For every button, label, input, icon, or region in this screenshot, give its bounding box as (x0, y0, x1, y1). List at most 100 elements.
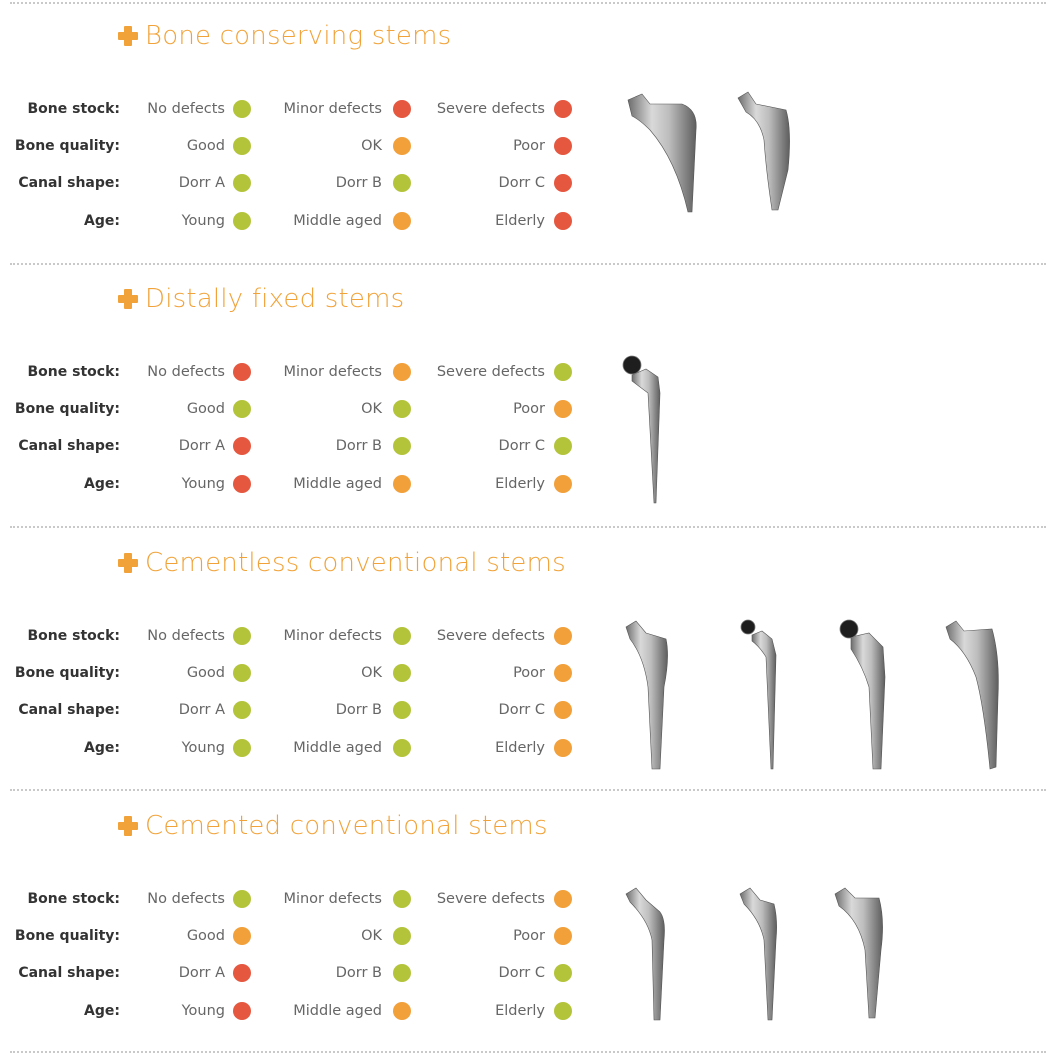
slim-stem-with-head-image (740, 619, 777, 770)
option-label: OK (361, 665, 382, 681)
criteria-label: Bone stock: (27, 628, 120, 644)
option-label: Middle aged (293, 476, 382, 492)
stem-section: Cementless conventional stems Bone stock:… (0, 527, 1048, 789)
option-label: Young (181, 1003, 225, 1019)
rating-dot (393, 437, 411, 455)
option-label: Elderly (495, 1003, 545, 1019)
criteria-label: Age: (84, 1003, 120, 1019)
rating-dot (233, 475, 251, 493)
option-label: Dorr C (498, 438, 545, 454)
option-label: No defects (147, 101, 225, 117)
section-title-text: Distally fixed stems (145, 284, 405, 314)
criteria-row: Canal shape: Dorr A Dorr B Dorr C (0, 961, 600, 985)
option-label: Severe defects (436, 891, 545, 907)
option-label: Dorr C (498, 702, 545, 718)
criteria-label: Age: (84, 740, 120, 756)
section-title: Cementless conventional stems (118, 545, 566, 581)
criteria-row: Bone stock: No defects Minor defects Severe… (0, 97, 600, 121)
stem-images (600, 617, 1040, 777)
option-label: Good (186, 665, 225, 681)
criteria-label: Bone quality: (14, 138, 120, 154)
section-title-text: Cementless conventional stems (145, 548, 566, 578)
option-label: Dorr B (335, 175, 382, 191)
polished-tapered-stem-image (739, 887, 777, 1021)
option-label: Poor (513, 138, 545, 154)
rating-dot (233, 927, 251, 945)
rating-dot (233, 890, 251, 908)
rating-dot (554, 212, 572, 230)
option-label: No defects (147, 891, 225, 907)
option-label: Dorr B (335, 965, 382, 981)
rating-dot (393, 627, 411, 645)
criteria-row: Bone stock: No defects Minor defects Severe… (0, 624, 600, 648)
option-label: Poor (513, 665, 545, 681)
rating-dot (233, 100, 251, 118)
criteria-label: Canal shape: (18, 702, 120, 718)
option-label: Middle aged (293, 1003, 382, 1019)
option-label: Middle aged (293, 213, 382, 229)
criteria-label: Bone quality: (14, 665, 120, 681)
option-label: Dorr A (178, 438, 225, 454)
criteria-row: Age: Young Middle aged Elderly (0, 999, 600, 1023)
option-label: Poor (513, 928, 545, 944)
option-label: Elderly (495, 213, 545, 229)
rating-dot (393, 212, 411, 230)
rating-dot (554, 627, 572, 645)
divider (10, 526, 1046, 528)
criteria-label: Canal shape: (18, 438, 120, 454)
rating-dot (393, 739, 411, 757)
option-label: Good (186, 138, 225, 154)
section-title: Distally fixed stems (118, 281, 404, 317)
option-label: Elderly (495, 476, 545, 492)
rating-dot (554, 664, 572, 682)
criteria-row: Canal shape: Dorr A Dorr B Dorr C (0, 698, 600, 722)
divider (10, 1051, 1046, 1053)
polished-wide-stem-image (834, 887, 883, 1019)
option-label: Severe defects (436, 101, 545, 117)
rating-dot (554, 100, 572, 118)
criteria-label: Bone quality: (14, 928, 120, 944)
rating-dot (393, 664, 411, 682)
rating-dot (393, 964, 411, 982)
criteria-row: Bone quality: Good OK Poor (0, 397, 600, 421)
rating-dot (393, 475, 411, 493)
option-label: Middle aged (293, 740, 382, 756)
option-label: Dorr A (178, 175, 225, 191)
option-label: Young (181, 740, 225, 756)
stem-images (600, 880, 1040, 1040)
criteria-label: Age: (84, 476, 120, 492)
long-distal-stem-image (622, 355, 661, 504)
polished-collarless-stem-image (625, 887, 665, 1021)
criteria-label: Bone stock: (27, 101, 120, 117)
plus-icon (118, 553, 138, 573)
rating-dot (393, 100, 411, 118)
rating-dot (233, 174, 251, 192)
option-label: Minor defects (283, 891, 382, 907)
criteria-label: Canal shape: (18, 175, 120, 191)
option-label: Minor defects (283, 628, 382, 644)
rating-dot (554, 890, 572, 908)
option-label: Good (186, 401, 225, 417)
option-label: Severe defects (436, 628, 545, 644)
rating-dot (554, 400, 572, 418)
section-title-text: Bone conserving stems (145, 21, 452, 51)
rating-dot (393, 137, 411, 155)
rating-dot (393, 701, 411, 719)
rating-dot (554, 437, 572, 455)
option-label: No defects (147, 628, 225, 644)
stem-images (600, 353, 1040, 513)
rating-dot (393, 1002, 411, 1020)
criteria-row: Age: Young Middle aged Elderly (0, 472, 600, 496)
criteria-label: Bone stock: (27, 891, 120, 907)
section-title: Bone conserving stems (118, 18, 451, 54)
rating-dot (554, 1002, 572, 1020)
stem-section: Distally fixed stems Bone stock: No defect… (0, 263, 1048, 525)
rating-dot (233, 701, 251, 719)
rating-dot (393, 363, 411, 381)
stem-images (600, 90, 1040, 250)
criteria-row: Bone quality: Good OK Poor (0, 924, 600, 948)
plus-icon (118, 289, 138, 309)
rating-dot (554, 927, 572, 945)
rating-dot (554, 174, 572, 192)
option-label: No defects (147, 364, 225, 380)
